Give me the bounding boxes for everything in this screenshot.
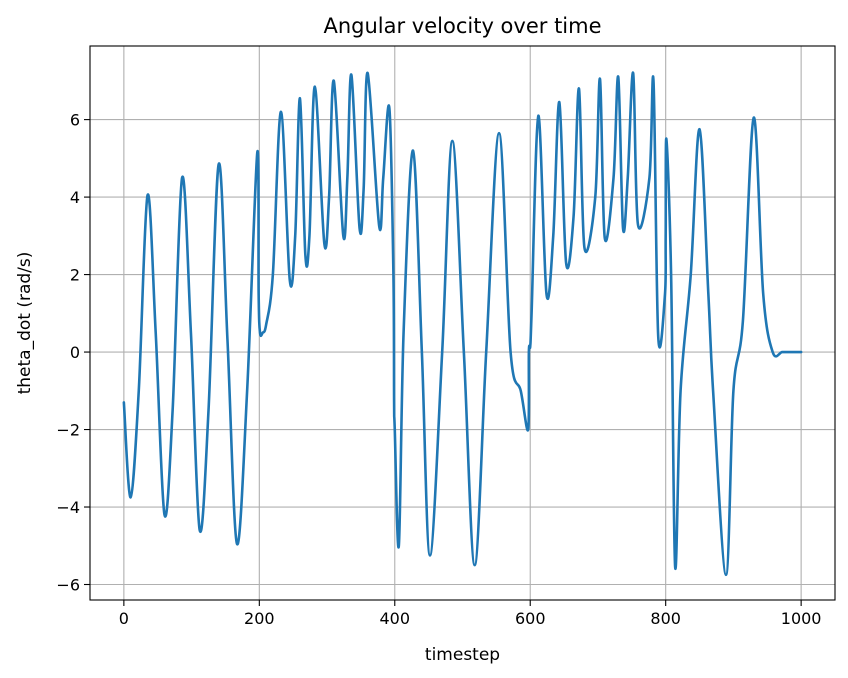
y-tick-label: −4 — [56, 498, 80, 517]
x-tick-label: 1000 — [781, 609, 822, 628]
x-tick-label: 400 — [379, 609, 410, 628]
plot-frame — [89, 45, 836, 601]
x-axis-label: timestep — [425, 645, 500, 665]
x-tick-label: 600 — [515, 609, 546, 628]
y-tick-label: −2 — [56, 421, 80, 440]
y-tick-label: 2 — [70, 266, 80, 285]
y-tick-label: 0 — [70, 343, 80, 362]
y-axis-label: theta_dot (rad/s) — [15, 252, 35, 395]
y-tick-label: −6 — [56, 576, 80, 595]
y-tick-label: 4 — [70, 188, 80, 207]
x-tick-label: 800 — [650, 609, 681, 628]
x-tick-label: 0 — [119, 609, 129, 628]
x-tick-label: 200 — [244, 609, 275, 628]
series-line — [122, 71, 803, 577]
y-tick-label: 6 — [70, 111, 80, 130]
chart-title: Angular velocity over time — [323, 14, 601, 38]
ticks: 0 200 400 600 800 1000 −6 −4 −2 0 2 4 6 — [56, 111, 821, 628]
series-layer — [122, 71, 803, 577]
